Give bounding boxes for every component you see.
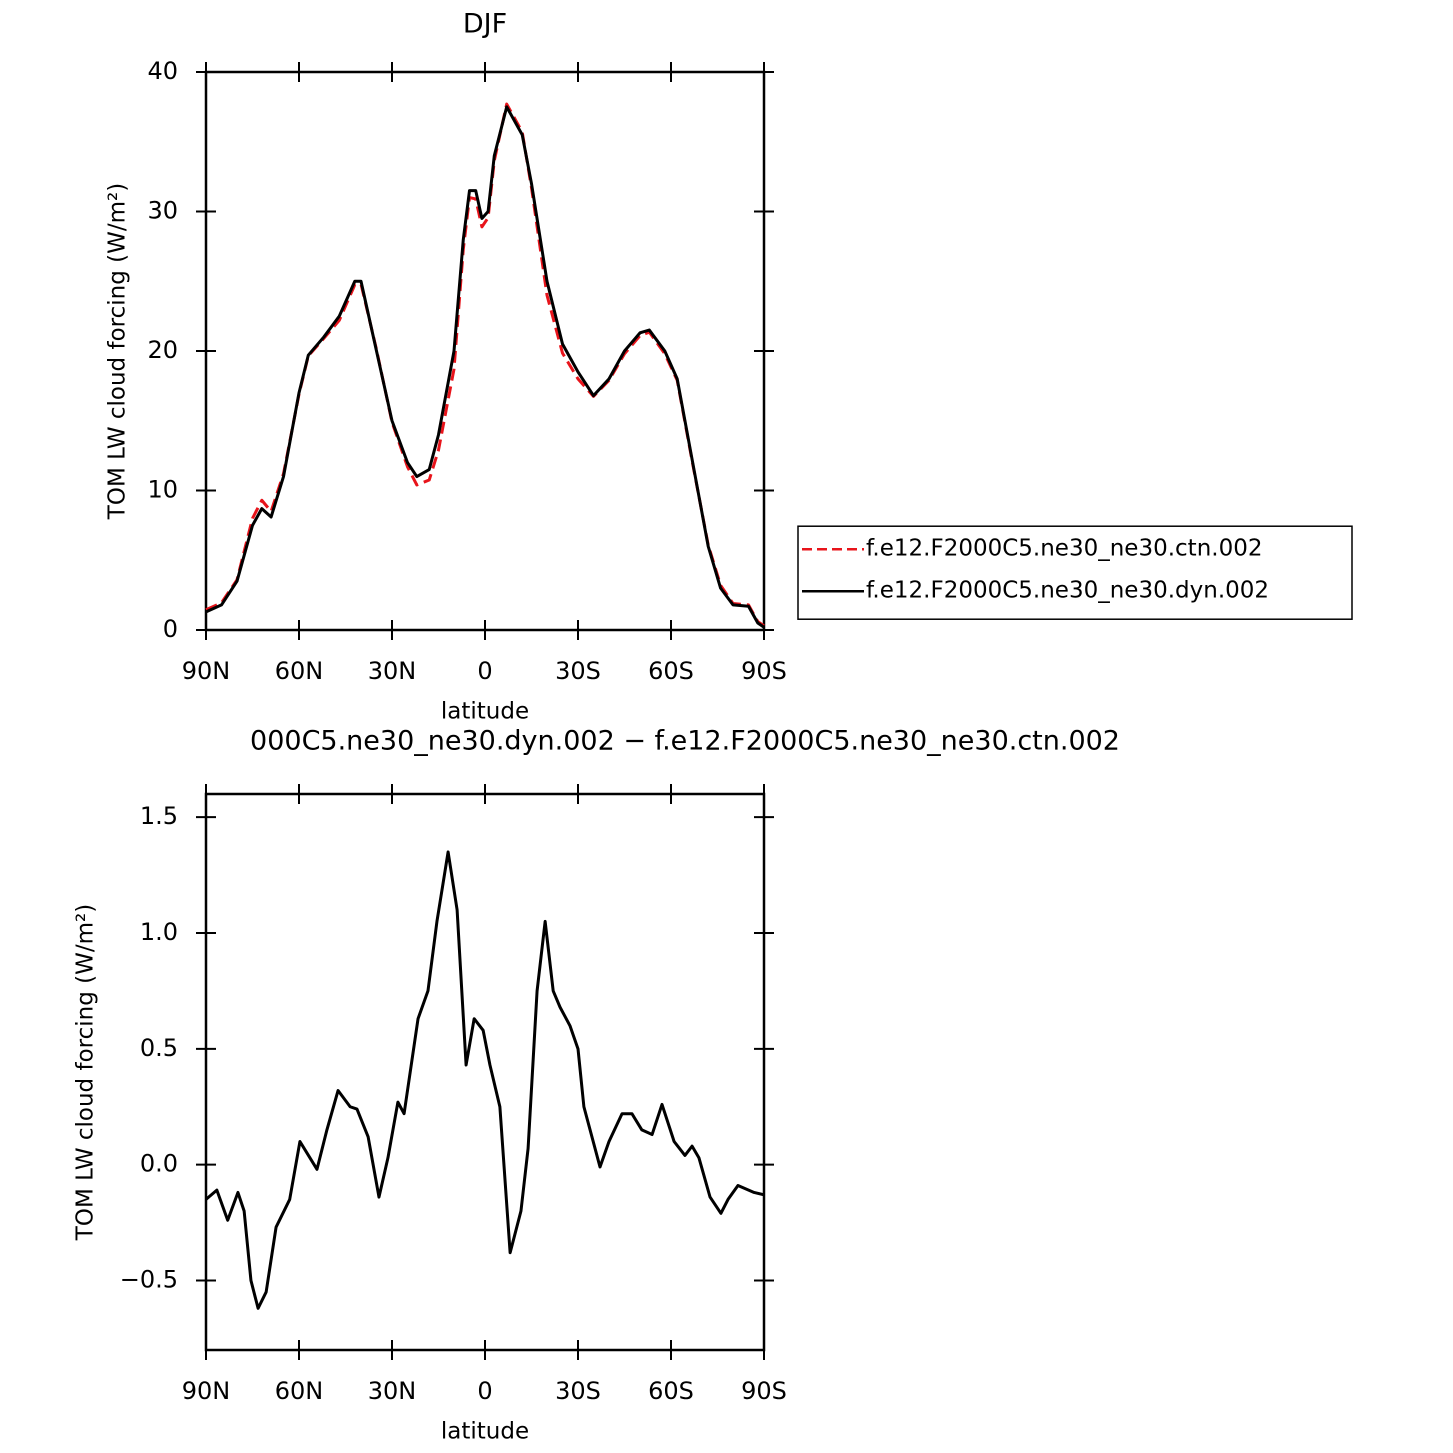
x-tick-label: 60N	[275, 657, 324, 685]
y-tick-label: 1.5	[140, 802, 178, 830]
series-line	[205, 102, 765, 628]
y-tick-label: 0.5	[140, 1034, 178, 1062]
x-tick-label: 30S	[555, 1377, 601, 1405]
y-tick-label: 0.0	[140, 1150, 178, 1178]
x-axis-title: latitude	[441, 699, 529, 725]
y-tick-label: 20	[147, 336, 178, 364]
x-tick-label: 90N	[182, 657, 231, 685]
x-tick-label: 90S	[741, 657, 787, 685]
x-tick-label: 60S	[648, 1377, 694, 1405]
x-tick-label: 60N	[275, 1377, 324, 1405]
y-axis-title: TOM LW cloud forcing (W/m²)	[105, 183, 131, 520]
series-line	[205, 850, 765, 1310]
chart-title: 000C5.ne30_ne30.dyn.002 − f.e12.F2000C5.…	[250, 726, 1120, 757]
y-tick-label: −0.5	[120, 1266, 178, 1294]
x-tick-label: 30N	[368, 657, 417, 685]
y-tick-label: 0	[163, 615, 178, 643]
x-tick-label: 60S	[648, 657, 694, 685]
legend-label: f.e12.F2000C5.ne30_ne30.dyn.002	[866, 578, 1269, 604]
x-tick-label: 90N	[182, 1377, 231, 1405]
x-tick-label: 30N	[368, 1377, 417, 1405]
x-axis-title: latitude	[441, 1419, 529, 1445]
series-line	[205, 105, 765, 629]
x-tick-label: 90S	[741, 1377, 787, 1405]
y-tick-label: 1.0	[140, 918, 178, 946]
y-tick-label: 40	[147, 57, 178, 85]
chart-title: DJF	[463, 9, 507, 40]
plot-frame	[204, 70, 766, 632]
x-tick-label: 0	[477, 657, 492, 685]
y-tick-label: 30	[147, 197, 178, 225]
x-tick-label: 0	[477, 1377, 492, 1405]
plot-frame	[204, 792, 766, 1352]
legend-box	[797, 525, 1353, 620]
y-axis-title: TOM LW cloud forcing (W/m²)	[73, 904, 99, 1241]
x-tick-label: 30S	[555, 657, 601, 685]
legend-label: f.e12.F2000C5.ne30_ne30.ctn.002	[866, 536, 1262, 562]
y-tick-label: 10	[147, 476, 178, 504]
